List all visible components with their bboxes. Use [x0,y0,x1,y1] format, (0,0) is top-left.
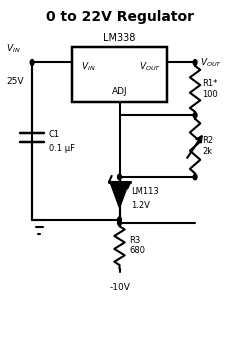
Circle shape [118,217,121,223]
Circle shape [118,220,121,225]
Text: $V_{IN}$: $V_{IN}$ [81,60,96,72]
Text: R2
2k: R2 2k [202,136,213,156]
Text: LM338: LM338 [103,33,136,43]
Text: $V_{OUT}$: $V_{OUT}$ [139,60,161,72]
Text: 0 to 22V Regulator: 0 to 22V Regulator [45,10,194,24]
Text: R1*
100: R1* 100 [202,79,218,99]
Circle shape [118,174,121,180]
Text: 1.2V: 1.2V [131,201,150,209]
Circle shape [30,60,34,65]
Circle shape [193,60,197,65]
Text: $V_{OUT}$: $V_{OUT}$ [200,56,222,69]
Text: ADJ: ADJ [112,87,127,97]
Circle shape [193,174,197,180]
Text: LM113: LM113 [131,186,159,196]
Circle shape [193,113,197,118]
FancyBboxPatch shape [72,47,167,102]
Text: R3
680: R3 680 [129,236,145,255]
Text: -10V: -10V [109,283,130,291]
Text: 0.1 μF: 0.1 μF [49,144,75,153]
Text: 25V: 25V [6,77,24,86]
Text: $V_{IN}$: $V_{IN}$ [6,43,21,55]
Text: C1: C1 [49,130,60,138]
Polygon shape [110,182,129,207]
